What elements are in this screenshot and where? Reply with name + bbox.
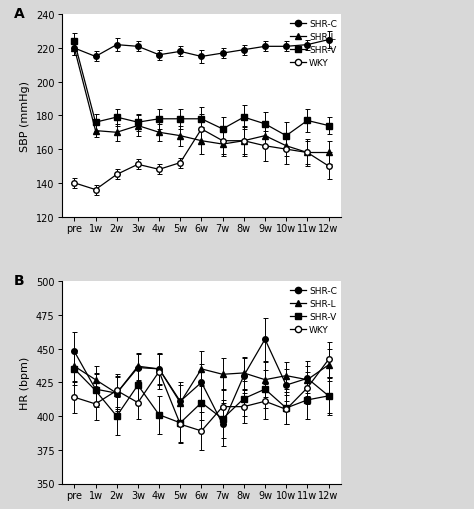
Text: * † ‡: * † ‡ (0, 508, 1, 509)
Legend: SHR-C, SHR-L, SHR-V, WKY: SHR-C, SHR-L, SHR-V, WKY (290, 20, 337, 68)
Text: * †: * † (0, 508, 1, 509)
Legend: SHR-C, SHR-L, SHR-V, WKY: SHR-C, SHR-L, SHR-V, WKY (290, 286, 337, 334)
Text: †: † (0, 508, 1, 509)
Y-axis label: SBP (mmHg): SBP (mmHg) (20, 81, 30, 152)
Text: B: B (14, 274, 25, 288)
Text: A: A (14, 7, 25, 21)
Text: *: * (0, 508, 1, 509)
Y-axis label: HR (bpm): HR (bpm) (20, 356, 30, 409)
